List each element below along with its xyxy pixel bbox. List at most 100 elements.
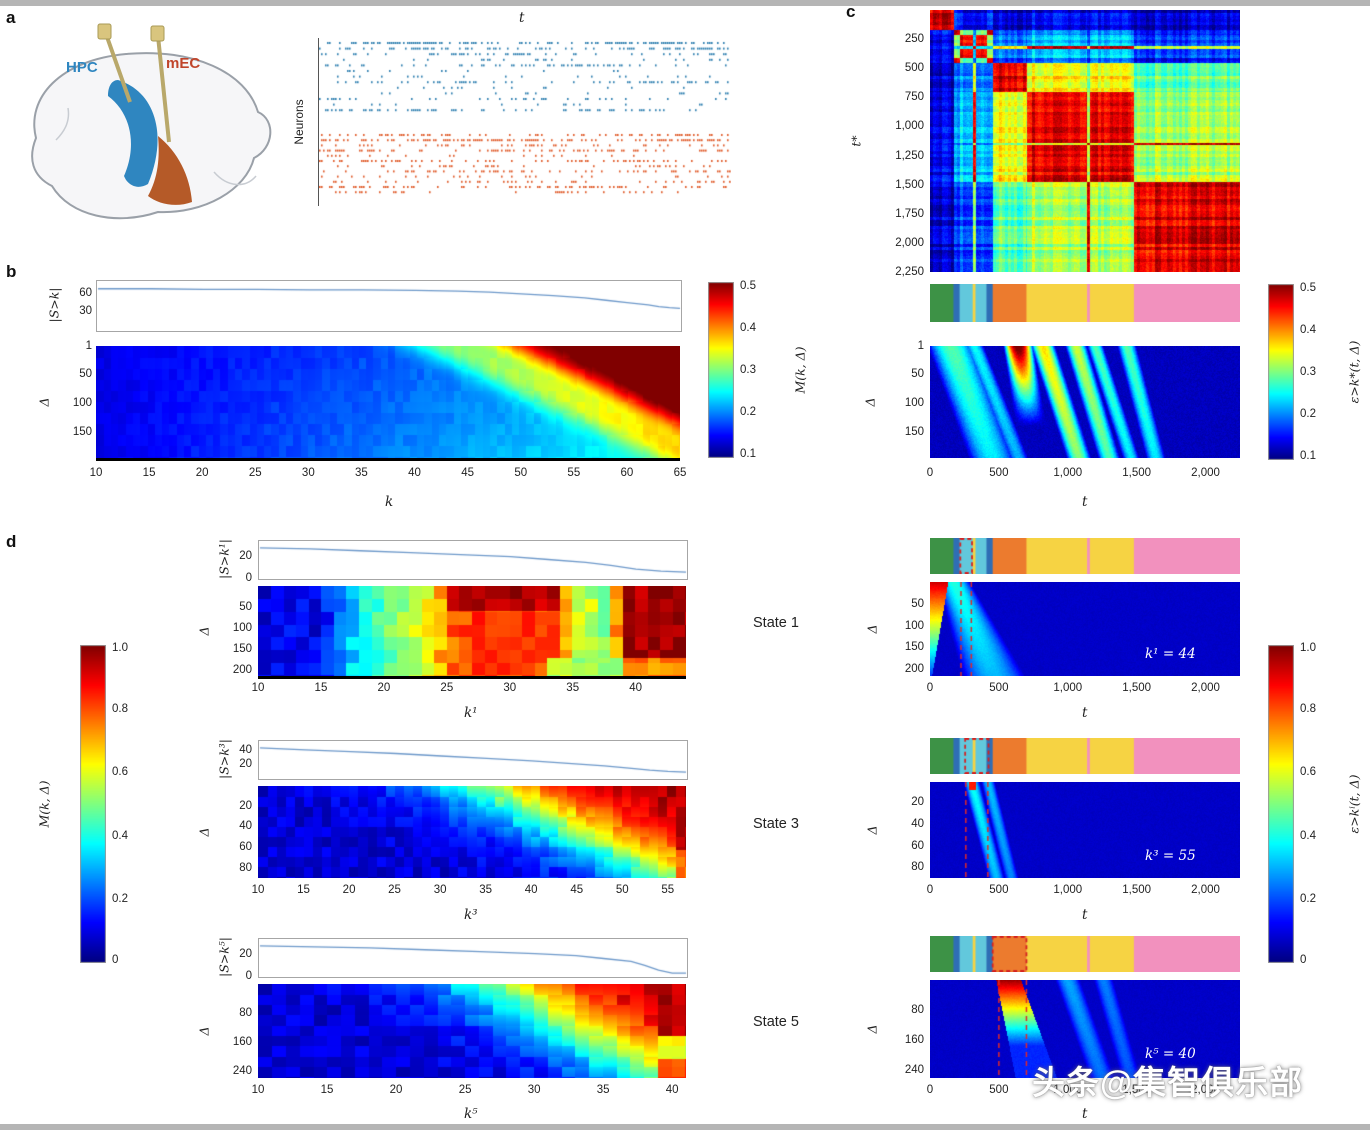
tick-label: 10 — [251, 1084, 265, 1096]
tick-label: 1,500 — [1122, 1084, 1152, 1096]
tick-label: 20 — [911, 796, 924, 809]
tick-label: 80 — [911, 1003, 924, 1016]
cerebellum-fold — [213, 171, 257, 186]
d3-cluster-size-plot — [258, 740, 688, 780]
d3-right-xaxis: 0 500 1,000 1,500 2,000 — [926, 884, 1240, 898]
tick-label: 55 — [661, 884, 675, 896]
tick-label: 50 — [239, 600, 252, 613]
tick-label: 0.4 — [112, 829, 128, 842]
tick-label: 150 — [904, 641, 924, 654]
d-colorbar-left-label: M(k, Δ) — [36, 780, 52, 828]
hippocampus-shape — [108, 80, 158, 187]
tick-label: 0.8 — [1300, 702, 1316, 715]
tick-label: 10 — [251, 682, 265, 694]
tick-label: 150 — [72, 425, 92, 438]
tick-label: 1,500 — [1122, 467, 1152, 479]
d1-state-label: State 1 — [753, 615, 799, 631]
tick-label: 1,500 — [1122, 682, 1152, 694]
tick-label: 40 — [408, 467, 421, 479]
b-cluster-size-plot — [96, 280, 682, 332]
tick-label: 2,250 — [895, 266, 924, 278]
d5-k-annotation: k⁵ = 40 — [1145, 1046, 1196, 1062]
tick-label: 25 — [458, 1084, 472, 1096]
d3-heatmap — [258, 786, 686, 878]
tick-label: 500 — [904, 62, 924, 75]
d3-right-xlabel: t — [1082, 907, 1088, 923]
tick-label: 40 — [911, 818, 924, 831]
tick-label: 500 — [989, 682, 1009, 694]
tick-label: 45 — [570, 884, 584, 896]
b-heatmap-yaxis: 1 50 100 150 — [52, 340, 92, 458]
tick-label: 1 — [917, 340, 924, 352]
d1-heatmap-ylabel: Δ — [196, 626, 212, 636]
tick-label: 15 — [297, 884, 310, 896]
tick-label: 10 — [251, 884, 265, 896]
d-colorbar-right-label: ε>kⁱ(t, Δ) — [1346, 774, 1362, 834]
c-state-bar — [930, 284, 1240, 322]
tick-label: 20 — [389, 1084, 403, 1096]
tick-label: 20 — [239, 550, 252, 563]
tick-label: 2,000 — [1191, 467, 1220, 479]
tick-label: 50 — [79, 368, 92, 381]
tick-label: 0 — [112, 953, 119, 966]
d3-heatmap-xlabel: k³ — [464, 907, 478, 923]
tick-label: 0.5 — [740, 279, 756, 292]
tick-label: 0.6 — [112, 766, 128, 779]
tick-label: 40 — [665, 1084, 679, 1096]
c-heatmap-yaxis: 1 50 100 150 — [884, 340, 924, 458]
tick-label: 0 — [926, 884, 934, 896]
tick-label: 30 — [433, 884, 447, 896]
c-colorbar-label: ε>k*(t, Δ) — [1346, 340, 1362, 404]
d3-right-ylabel: Δ — [864, 825, 880, 835]
c-heatmap-xlabel: t — [1082, 494, 1088, 510]
frontal-fold — [55, 107, 70, 141]
tick-label: 60 — [239, 840, 252, 853]
electrode-hpc-connector — [97, 23, 112, 40]
d3-state-bar — [930, 738, 1240, 774]
tick-label: 150 — [232, 642, 252, 655]
tick-label: 50 — [911, 368, 924, 381]
tick-label: 35 — [479, 884, 493, 896]
tick-label: 10 — [89, 467, 103, 479]
tick-label: 30 — [79, 305, 92, 318]
d5-heatmap-ylabel: Δ — [196, 1026, 212, 1036]
tick-label: 20 — [377, 682, 391, 694]
tick-label: 35 — [566, 682, 580, 694]
tick-label: 500 — [989, 1084, 1009, 1096]
tick-label: 35 — [355, 467, 368, 479]
tick-label: 500 — [989, 467, 1009, 479]
d3-k-annotation: k³ = 55 — [1145, 848, 1196, 864]
d1-state-bar — [930, 538, 1240, 574]
bottom-frame — [0, 1124, 1370, 1130]
b-colorbar-ticks: 0.5 0.4 0.3 0.2 0.1 — [740, 279, 770, 461]
tick-label: 20 — [342, 884, 356, 896]
tick-label: 2,000 — [1191, 682, 1220, 694]
d5-heatmap-xlabel: k⁵ — [464, 1106, 478, 1122]
tick-label: 1,500 — [895, 178, 924, 191]
tick-label: 150 — [904, 425, 924, 438]
tick-label: 100 — [904, 397, 924, 409]
mec-shape — [148, 136, 192, 205]
tick-label: 80 — [239, 1006, 252, 1019]
d1-right-xlabel: t — [1082, 705, 1088, 721]
raster-ylabel: Neurons — [292, 99, 306, 145]
c-matrix-yaxis: 250 500 750 1,000 1,250 1,500 1,750 2,000 2,250 — [874, 10, 924, 278]
tick-label: 160 — [232, 1035, 252, 1048]
d5-cluster-size-plot — [258, 938, 688, 978]
d5-state-label: State 5 — [753, 1014, 799, 1030]
panel-c-label: c — [846, 2, 856, 21]
tick-label: 2,000 — [1191, 884, 1220, 896]
d1-heatmap-yaxis: 50 100 150 200 — [212, 586, 252, 676]
d5-heatmap-xaxis: 10 15 20 25 30 35 40 — [252, 1084, 686, 1098]
tick-label: 240 — [904, 1064, 924, 1077]
tick-label: 50 — [514, 467, 528, 479]
b-colorbar-label: M(k, Δ) — [792, 346, 808, 394]
b-heatmap-xlabel: k — [385, 494, 394, 510]
tick-label: 0 — [926, 682, 934, 694]
b-heatmap-ylabel: Δ — [36, 397, 52, 407]
b-heatmap — [96, 346, 680, 461]
electrode-mec — [156, 35, 171, 143]
raster-plot — [318, 38, 731, 206]
c-matrix-ylabel: t* — [848, 135, 864, 147]
